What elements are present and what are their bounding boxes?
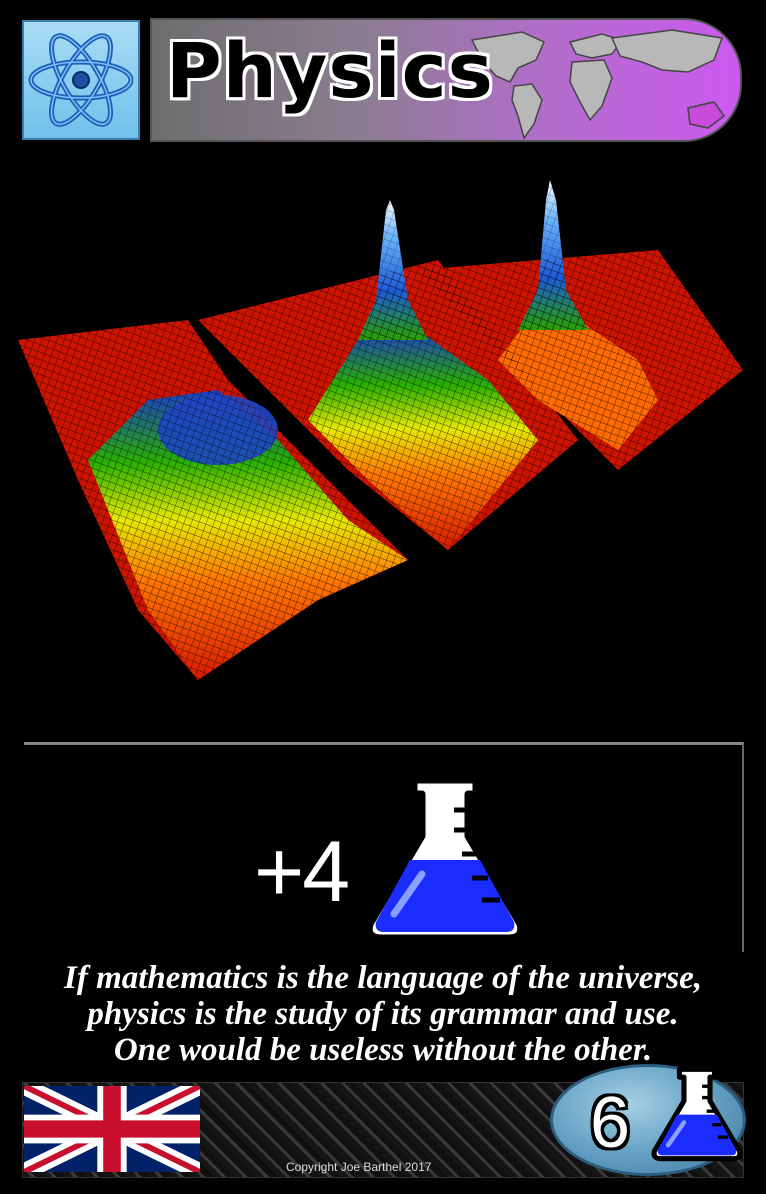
world-map-icon [470,29,726,140]
category-tile [22,20,140,140]
science-flask-icon [651,1066,743,1162]
effect-amount: +4 [254,824,350,920]
card-title: Physics [166,26,494,115]
atom-icon [28,33,134,127]
title-bar: Physics [150,18,742,142]
quote-line: physics is the study of its grammar and … [87,996,679,1032]
union-jack-flag-icon [24,1086,200,1172]
quote-line: One would be useless without the other. [113,1032,653,1068]
copyright-text: Copyright Joe Barthel 2017 [286,1160,432,1174]
effect-panel [24,742,744,952]
card-artwork [18,180,743,680]
quote-line: If mathematics is the language of the un… [63,960,703,996]
cost-value: 6 [590,1083,631,1163]
flavor-quote: If mathematics is the language of the un… [0,960,766,1068]
science-flask-icon [365,776,525,942]
